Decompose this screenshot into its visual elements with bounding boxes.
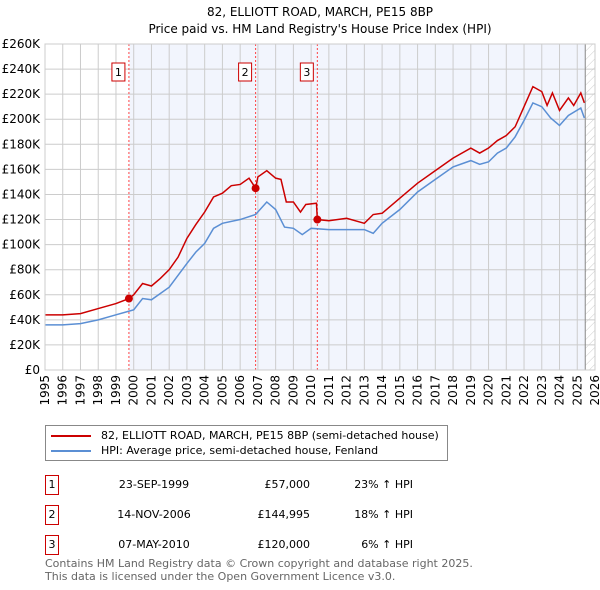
- legend-item-property: 82, ELLIOTT ROAD, MARCH, PE15 8BP (semi-…: [51, 428, 439, 443]
- transaction-hpi: 6% ↑ HPI: [361, 538, 413, 551]
- x-tick-label: 1997: [73, 375, 87, 406]
- x-tick-label: 1998: [91, 375, 105, 406]
- transaction-price: £144,995: [257, 508, 311, 521]
- price-chart: 82, ELLIOTT ROAD, MARCH, PE15 8BP Price …: [2, 5, 600, 406]
- plot-border: [44, 43, 596, 371]
- sale-point: [313, 215, 322, 224]
- x-tick-label: 2006: [233, 375, 247, 406]
- transaction-number: 2: [45, 505, 59, 525]
- transaction-row: 1 23-SEP-1999 £57,000 23% ↑ HPI: [45, 475, 455, 495]
- x-tick-label: 2013: [357, 375, 371, 406]
- x-tick-label: 2001: [144, 375, 158, 406]
- transaction-row: 3 07-MAY-2010 £120,000 6% ↑ HPI: [45, 535, 455, 555]
- chart-title: 82, ELLIOTT ROAD, MARCH, PE15 8BP: [207, 5, 433, 19]
- x-tick-label: 2023: [535, 375, 549, 406]
- x-tick-label: 2019: [464, 375, 478, 406]
- transaction-hpi: 23% ↑ HPI: [354, 478, 413, 491]
- x-tick-label: 2021: [499, 375, 513, 406]
- x-tick-label: 2018: [446, 375, 460, 406]
- sale-label: 1: [115, 66, 122, 79]
- footer-copyright: Contains HM Land Registry data © Crown c…: [45, 557, 473, 570]
- sale-label: 2: [242, 66, 249, 79]
- chart-subtitle: Price paid vs. HM Land Registry's House …: [148, 22, 491, 36]
- x-tick-label: 2012: [340, 375, 354, 406]
- x-tick-label: 2002: [162, 375, 176, 406]
- y-tick-label: £40K: [9, 313, 41, 327]
- y-tick-label: £200K: [2, 112, 42, 126]
- x-tick-label: 2025: [570, 375, 584, 406]
- transaction-price: £57,000: [264, 478, 311, 491]
- transaction-row: 2 14-NOV-2006 £144,995 18% ↑ HPI: [45, 505, 455, 525]
- sale-point: [124, 294, 133, 303]
- sale-label: 3: [303, 66, 310, 79]
- legend-label-hpi: HPI: Average price, semi-detached house,…: [101, 444, 379, 457]
- x-tick-label: 2004: [198, 375, 212, 406]
- x-tick-label: 2009: [286, 375, 300, 406]
- y-tick-label: £220K: [2, 87, 42, 101]
- series-line: [45, 101, 586, 326]
- y-tick-label: £0: [25, 363, 40, 377]
- transaction-date: 23-SEP-1999: [118, 478, 190, 491]
- x-tick-label: 2010: [304, 375, 318, 406]
- y-tick-label: £120K: [2, 213, 42, 227]
- legend-swatch-red: [51, 434, 91, 437]
- x-tick-label: 1996: [56, 375, 70, 406]
- legend-label-property: 82, ELLIOTT ROAD, MARCH, PE15 8BP (semi-…: [101, 429, 439, 442]
- footer-licence: This data is licensed under the Open Gov…: [45, 570, 396, 583]
- future-hatch: [585, 44, 595, 370]
- x-tick-label: 2008: [269, 375, 283, 406]
- transaction-price: £120,000: [257, 538, 311, 551]
- sale-label-box: [238, 62, 253, 82]
- x-tick-label: 2000: [127, 375, 141, 406]
- y-tick-label: £180K: [2, 137, 42, 151]
- x-tick-label: 1995: [38, 375, 52, 406]
- y-tick-label: £160K: [2, 162, 42, 176]
- y-tick-label: £80K: [9, 263, 41, 277]
- x-tick-label: 2020: [482, 375, 496, 406]
- transaction-number: 3: [45, 535, 59, 555]
- transaction-date: 14-NOV-2006: [117, 508, 191, 521]
- x-tick-label: 2015: [393, 375, 407, 406]
- sale-label-box: [299, 62, 314, 82]
- sale-point: [251, 184, 260, 193]
- legend-item-hpi: HPI: Average price, semi-detached house,…: [51, 443, 439, 458]
- x-tick-label: 2022: [517, 375, 531, 406]
- transaction-number: 1: [45, 475, 59, 495]
- x-tick-label: 2016: [411, 375, 425, 406]
- x-tick-label: 2005: [215, 375, 229, 406]
- x-tick-label: 2026: [588, 375, 600, 406]
- ownership-shading: [128, 44, 586, 370]
- x-tick-label: 2014: [375, 375, 389, 406]
- series-line: [45, 85, 586, 316]
- y-tick-label: £240K: [2, 62, 42, 76]
- sale-label-box: [111, 62, 126, 82]
- y-tick-label: £60K: [9, 288, 41, 302]
- footer: Contains HM Land Registry data © Crown c…: [45, 557, 473, 583]
- x-tick-label: 1999: [109, 375, 123, 406]
- x-tick-label: 2011: [322, 375, 336, 406]
- y-tick-label: £260K: [2, 37, 42, 51]
- legend-swatch-blue: [51, 449, 91, 452]
- transaction-date: 07-MAY-2010: [118, 538, 190, 551]
- y-tick-label: £20K: [9, 338, 41, 352]
- x-tick-label: 2007: [251, 375, 265, 406]
- x-tick-label: 2017: [428, 375, 442, 406]
- legend: 82, ELLIOTT ROAD, MARCH, PE15 8BP (semi-…: [45, 425, 448, 461]
- y-tick-label: £100K: [2, 238, 42, 252]
- y-tick-label: £140K: [2, 187, 42, 201]
- x-tick-label: 2003: [180, 375, 194, 406]
- transaction-hpi: 18% ↑ HPI: [354, 508, 413, 521]
- x-tick-label: 2024: [553, 375, 567, 406]
